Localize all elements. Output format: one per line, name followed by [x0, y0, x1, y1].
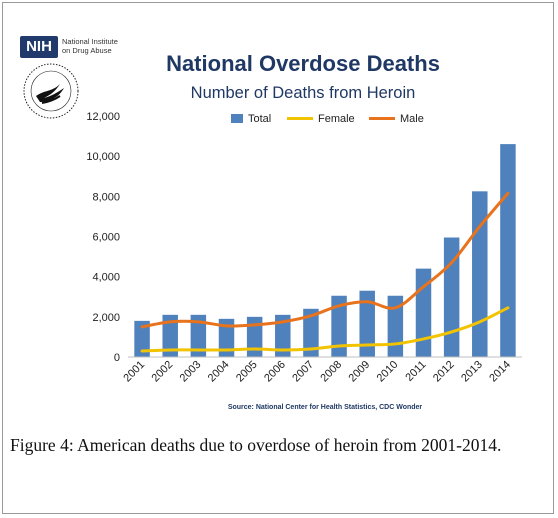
x-tick-label: 2005 [234, 359, 260, 385]
legend: Total Female Male [231, 113, 424, 125]
line-male [140, 191, 510, 329]
y-tick-label: 4,000 [92, 272, 120, 284]
bar-total [387, 295, 404, 357]
x-tick-label: 2009 [347, 359, 373, 385]
x-tick-label: 2004 [206, 359, 232, 385]
x-tick-label: 2012 [431, 359, 457, 385]
y-tick-label: 8,000 [92, 191, 120, 203]
x-axis: 2001 2002 2003 2004 2005 2006 2007 2008 2009 2010… [121, 356, 522, 385]
legend-label-male: Male [400, 113, 424, 125]
x-tick-label: 2003 [178, 359, 204, 385]
caption-label: Figure 4: [10, 435, 74, 455]
x-tick-label: 2001 [121, 359, 147, 385]
nih-mark: NIH [20, 36, 58, 58]
bar-total [359, 290, 375, 357]
y-tick-label: 2,000 [92, 312, 120, 324]
nih-line-1: National Institute [62, 37, 118, 46]
bar-total [190, 314, 207, 357]
bar-total [162, 314, 178, 357]
line-female [140, 306, 510, 353]
nih-line-2: on Drug Abuse [62, 46, 112, 55]
chart: National Overdose Deaths Number of Death… [86, 51, 522, 411]
legend-swatch-total [231, 114, 243, 123]
x-tick-label: 2014 [487, 359, 513, 385]
y-axis: 0 2,000 4,000 6,000 8,000 10,000 12,000 [86, 111, 120, 364]
bar-total [331, 295, 347, 357]
figure-caption: Figure 4: American deaths due to overdos… [10, 433, 546, 458]
lines [140, 191, 510, 353]
x-tick-label: 2002 [150, 359, 176, 385]
bar-total [134, 320, 150, 357]
bar-total [303, 308, 319, 357]
chart-title: National Overdose Deaths [166, 51, 440, 76]
bar-total [218, 318, 235, 357]
nih-logo: NIH National Institute on Drug Abuse [20, 36, 120, 58]
x-tick-label: 2011 [403, 359, 428, 384]
bar-total [275, 314, 291, 357]
y-tick-label: 6,000 [92, 232, 120, 244]
legend-label-female: Female [318, 113, 355, 125]
x-tick-label: 2008 [318, 359, 344, 385]
nih-institute-name: National Institute on Drug Abuse [62, 37, 122, 55]
chart-subtitle: Number of Deaths from Heroin [191, 84, 416, 102]
legend-label-total: Total [248, 113, 271, 125]
bar-total [246, 316, 263, 357]
y-tick-label: 12,000 [86, 111, 120, 123]
chart-source: Source: National Center for Health Stati… [228, 404, 423, 411]
x-tick-label: 2010 [375, 359, 401, 385]
x-tick-label: 2007 [290, 359, 316, 385]
y-tick-label: 0 [114, 352, 120, 364]
bars [134, 144, 516, 357]
figure-frame [2, 2, 554, 514]
bar-total [500, 144, 516, 357]
x-tick-label: 2006 [262, 359, 288, 385]
y-tick-label: 10,000 [86, 151, 120, 163]
bar-total [472, 191, 488, 357]
x-tick-label: 2013 [459, 359, 485, 385]
caption-text: American deaths due to overdose of heroi… [77, 435, 502, 455]
hhs-seal-icon [23, 63, 79, 119]
